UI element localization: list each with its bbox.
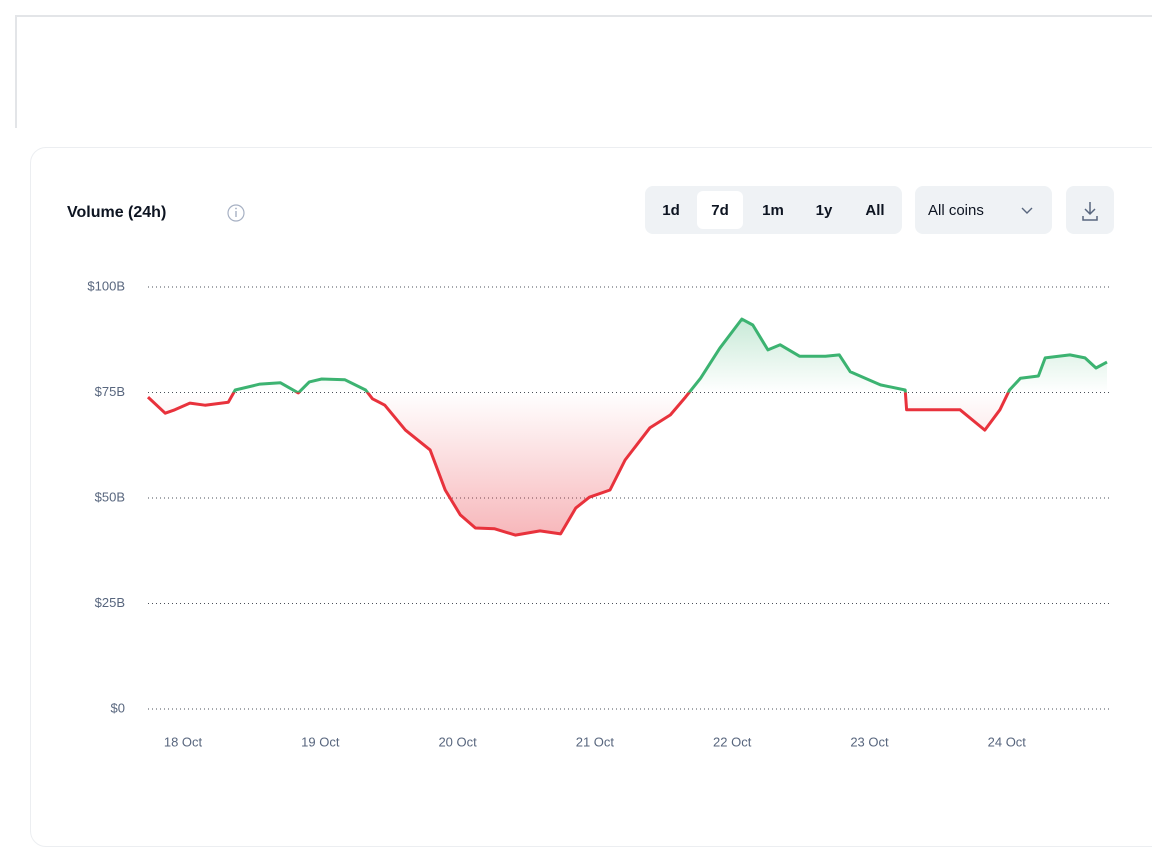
range-button[interactable]: 1d	[662, 202, 680, 219]
chart-title: Volume (24h)	[67, 204, 166, 221]
y-tick-label: $0	[111, 700, 125, 715]
info-icon[interactable]	[228, 205, 244, 221]
range-button[interactable]: 1y	[816, 202, 833, 219]
x-tick-label: 18 Oct	[164, 734, 203, 749]
x-tick-label: 20 Oct	[438, 734, 477, 749]
range-button[interactable]: 7d	[711, 202, 729, 219]
x-tick-label: 24 Oct	[988, 734, 1027, 749]
y-tick-label: $25B	[95, 595, 125, 610]
x-tick-label: 23 Oct	[850, 734, 889, 749]
x-tick-label: 21 Oct	[576, 734, 615, 749]
chart: Volume (24h) 1d 7d 1m 1y All All coins $0 $25…	[0, 0, 1152, 810]
page: Volume (24h) 1d 7d 1m 1y All All coins $0 $25…	[0, 0, 1152, 810]
range-button[interactable]: All	[865, 202, 884, 219]
y-tick-label: $75B	[95, 384, 125, 399]
range-button[interactable]: 1m	[762, 202, 784, 219]
y-tick-label: $50B	[95, 489, 125, 504]
y-tick-label: $100B	[87, 278, 125, 293]
x-tick-label: 22 Oct	[713, 734, 752, 749]
x-tick-label: 19 Oct	[301, 734, 340, 749]
coins-label: All coins	[928, 202, 984, 219]
area	[148, 319, 1107, 535]
